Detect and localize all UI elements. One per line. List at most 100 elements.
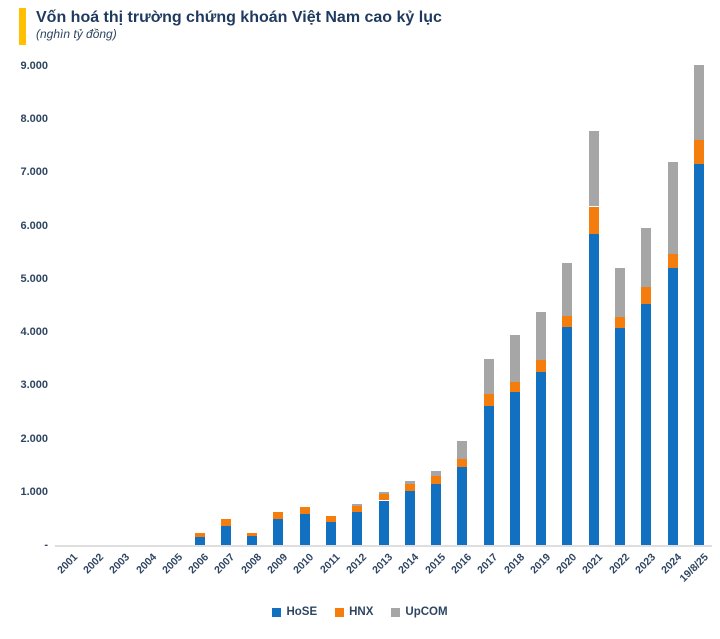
chart-header: Vốn hoá thị trường chứng khoán Việt Nam … xyxy=(19,8,442,45)
bar-2019-HoSE xyxy=(536,372,547,545)
bar-2008-HoSE xyxy=(247,536,258,545)
bar-2022-HNX xyxy=(615,316,626,329)
y-tick-label: 2.000 xyxy=(20,432,48,445)
bar-2006-HoSE xyxy=(194,537,205,545)
x-tick-label: 2006 xyxy=(186,551,212,577)
bar-2020-UpCOM xyxy=(562,262,573,317)
bar-2009-HNX xyxy=(273,512,284,519)
bar-2023-UpCOM xyxy=(641,227,652,287)
legend-item-HoSE: HoSE xyxy=(272,606,317,618)
bar-2023-HNX xyxy=(641,286,652,305)
bar-2006-HNX xyxy=(194,533,205,538)
legend-swatch-HNX xyxy=(335,607,345,617)
bar-2018-HoSE xyxy=(509,392,520,545)
x-tick-label: 2007 xyxy=(212,551,238,577)
bar-2022-UpCOM xyxy=(615,267,626,317)
x-tick-label: 2019 xyxy=(527,551,553,577)
bar-2024-HoSE xyxy=(667,267,678,545)
legend-swatch-UpCOM xyxy=(391,607,401,617)
x-tick-label: 2023 xyxy=(633,551,659,577)
bar-2010-HNX xyxy=(299,506,310,515)
x-axis-line xyxy=(55,545,712,547)
x-tick-label: 2020 xyxy=(554,551,580,577)
bar-2015-HoSE xyxy=(431,483,442,545)
bar-19/8/25-HNX xyxy=(693,140,704,164)
legend-label-UpCOM: UpCOM xyxy=(405,606,448,618)
x-tick-label: 2002 xyxy=(81,551,107,577)
bar-2012-HNX xyxy=(352,505,363,512)
x-tick-label: 2008 xyxy=(238,551,264,577)
bar-2008-HNX xyxy=(247,533,258,536)
bar-2016-HoSE xyxy=(457,467,468,545)
bar-2017-UpCOM xyxy=(483,358,494,395)
bar-2016-HNX xyxy=(457,458,468,468)
x-tick-label: 2018 xyxy=(501,551,527,577)
bar-2016-UpCOM xyxy=(457,441,468,459)
bar-2007-HNX xyxy=(220,518,231,526)
y-tick-label: 5.000 xyxy=(20,272,48,285)
bar-2013-HoSE xyxy=(378,500,389,545)
x-tick-label: 2004 xyxy=(133,551,159,577)
x-tick-label: 2010 xyxy=(291,551,317,577)
legend-label-HoSE: HoSE xyxy=(286,606,318,618)
x-tick-label: 2015 xyxy=(422,551,448,577)
bar-2022-HoSE xyxy=(615,328,626,545)
title-accent-bar xyxy=(19,8,26,45)
bar-2010-HoSE xyxy=(299,514,310,545)
bar-2014-HNX xyxy=(404,483,415,492)
legend-item-UpCOM: UpCOM xyxy=(391,606,448,618)
bar-2015-HNX xyxy=(431,475,442,484)
legend-swatch-HoSE xyxy=(272,607,282,617)
x-tick-label: 2014 xyxy=(396,551,422,577)
bar-2019-UpCOM xyxy=(536,311,547,361)
bar-2017-HNX xyxy=(483,394,494,407)
bar-2014-UpCOM xyxy=(404,481,415,484)
bar-2020-HNX xyxy=(562,316,573,328)
bar-2012-HoSE xyxy=(352,512,363,545)
y-tick-label: 3.000 xyxy=(20,379,48,392)
bar-2024-UpCOM xyxy=(667,162,678,255)
bar-2023-HoSE xyxy=(641,304,652,545)
y-tick-label: - xyxy=(44,539,48,551)
x-tick-label: 2005 xyxy=(160,551,186,577)
bar-2021-UpCOM xyxy=(588,130,599,207)
x-tick-label: 2009 xyxy=(265,551,291,577)
bar-2021-HoSE xyxy=(588,234,599,545)
y-tick-label: 8.000 xyxy=(20,113,48,126)
legend-item-HNX: HNX xyxy=(335,606,373,618)
y-tick-label: 6.000 xyxy=(20,219,48,232)
x-tick-label: 2017 xyxy=(475,551,501,577)
bar-2009-HoSE xyxy=(273,518,284,545)
bar-2021-HNX xyxy=(588,206,599,235)
bar-19/8/25-HoSE xyxy=(693,163,704,545)
y-tick-label: 9.000 xyxy=(20,60,48,72)
bar-2019-HNX xyxy=(536,360,547,373)
bar-2014-HoSE xyxy=(404,491,415,545)
chart-subtitle: (nghìn tỷ đồng) xyxy=(36,27,117,41)
y-tick-label: 4.000 xyxy=(20,326,48,339)
x-tick-label: 2012 xyxy=(344,551,370,577)
y-tick-label: 7.000 xyxy=(20,166,48,179)
x-tick-label: 2021 xyxy=(580,551,606,577)
legend-label-HNX: HNX xyxy=(349,606,374,618)
x-tick-label: 2022 xyxy=(606,551,632,577)
bar-2011-HNX xyxy=(325,516,336,522)
x-tick-label: 2011 xyxy=(318,551,343,576)
bar-2015-UpCOM xyxy=(431,471,442,476)
x-tick-label: 2016 xyxy=(449,551,475,577)
x-tick-label: 2003 xyxy=(107,551,133,577)
bar-2018-UpCOM xyxy=(509,335,520,383)
chart-title: Vốn hoá thị trường chứng khoán Việt Nam … xyxy=(36,9,442,26)
bar-2012-UpCOM xyxy=(352,503,363,506)
bar-2013-UpCOM xyxy=(378,492,389,495)
bar-2011-HoSE xyxy=(325,521,336,545)
bar-2013-HNX xyxy=(378,494,389,501)
x-tick-label: 19/8/25 xyxy=(677,551,711,585)
y-tick-label: 1.000 xyxy=(20,485,48,498)
x-tick-label: 2001 xyxy=(54,551,80,577)
bar-2007-HoSE xyxy=(220,525,231,545)
bar-2018-HNX xyxy=(509,382,520,393)
title-block: Vốn hoá thị trường chứng khoán Việt Nam … xyxy=(36,8,442,42)
